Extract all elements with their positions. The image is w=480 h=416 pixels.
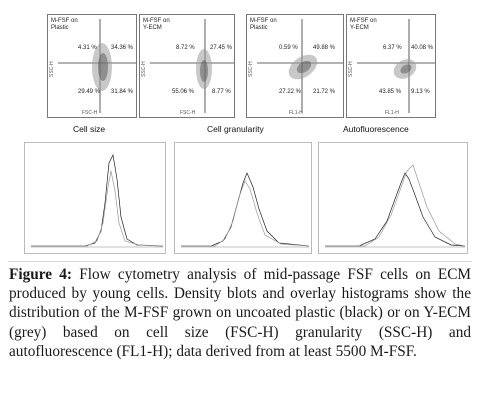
- quadrant-lower-left: 43.85 %: [379, 89, 402, 95]
- quadrant-lower-left: 55.06 %: [172, 89, 195, 95]
- y-axis-label: SSC-H: [141, 61, 147, 77]
- section-label-cell-size: Cell size: [73, 124, 106, 134]
- histogram-autofluorescence: [318, 142, 468, 254]
- quadrant-lower-right: 21.72 %: [313, 89, 336, 95]
- histogram-cell-size: [24, 142, 166, 254]
- caption-text: Flow cytometry analysis of mid-passage F…: [9, 266, 472, 360]
- plot-label: M-FSF on Y-ECM: [143, 18, 170, 31]
- density-plot-plastic-size: M-FSF on Plastic 4.31 % 34.36 % 29.49 % …: [47, 14, 137, 118]
- x-axis-label: FL1-H: [289, 110, 303, 116]
- plot-label: M-FSF on Plastic: [250, 18, 277, 31]
- density-plot-yecm-size: M-FSF on Y-ECM 8.72 % 27.45 % 55.06 % 8.…: [139, 14, 235, 118]
- y-axis-label: SSC-H: [248, 61, 254, 77]
- y-axis-label: SSC-H: [348, 61, 354, 77]
- quadrant-lower-right: 8.77 %: [212, 89, 231, 95]
- plot-label: M-FSF on Y-ECM: [350, 18, 377, 31]
- x-axis-label: FL1-H: [385, 110, 399, 116]
- quadrant-lower-left: 29.49 %: [78, 89, 101, 95]
- x-axis-label: FSC-H: [180, 110, 196, 116]
- figure-divider: [8, 261, 472, 262]
- density-scatter: [257, 19, 343, 113]
- section-label-autofluorescence: Autofluorescence: [343, 124, 409, 134]
- quadrant-upper-right: 27.45 %: [210, 45, 233, 51]
- quadrant-upper-left: 8.72 %: [176, 45, 195, 51]
- density-plot-yecm-fl: M-FSF on Y-ECM 6.37 % 40.08 % 43.85 % 9.…: [346, 14, 436, 118]
- x-axis-label: FSC-H: [82, 110, 98, 116]
- section-label-cell-granularity: Cell granularity: [207, 124, 264, 134]
- figure-panel: M-FSF on Plastic 4.31 % 34.36 % 29.49 % …: [8, 14, 472, 262]
- histogram-curves: [325, 164, 466, 248]
- quadrant-upper-right: 34.36 %: [111, 45, 134, 51]
- figure-label: Figure 4:: [9, 266, 73, 283]
- quadrant-lower-left: 27.22 %: [279, 89, 302, 95]
- quadrant-upper-left: 4.31 %: [78, 45, 97, 51]
- density-scatter: [150, 19, 234, 113]
- density-scatter: [58, 19, 136, 113]
- quadrant-upper-left: 6.37 %: [383, 45, 402, 51]
- figure-caption: Figure 4: Flow cytometry analysis of mid…: [9, 265, 471, 361]
- y-axis-label: SSC-H: [49, 61, 55, 77]
- histogram-cell-granularity: [174, 142, 312, 254]
- quadrant-upper-left: 0.59 %: [279, 45, 298, 51]
- plot-label: M-FSF on Plastic: [51, 18, 78, 31]
- quadrant-upper-right: 40.08 %: [411, 45, 434, 51]
- quadrant-lower-right: 31.84 %: [111, 89, 134, 95]
- density-plot-plastic-fl: M-FSF on Plastic 0.59 % 49.88 % 27.22 % …: [246, 14, 344, 118]
- quadrant-upper-right: 49.88 %: [313, 45, 336, 51]
- histogram-curves: [31, 153, 164, 248]
- quadrant-lower-right: 9.13 %: [411, 89, 430, 95]
- histogram-curves: [181, 172, 310, 248]
- density-scatter: [357, 19, 435, 113]
